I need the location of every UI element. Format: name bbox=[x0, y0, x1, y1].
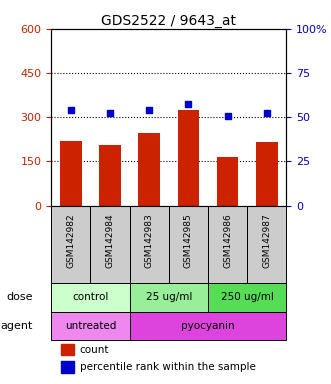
Bar bbox=[217, 157, 238, 205]
Point bbox=[186, 101, 191, 107]
Bar bbox=[169, 205, 208, 283]
Bar bbox=[51, 205, 90, 283]
Bar bbox=[90, 205, 130, 283]
Bar bbox=[208, 283, 286, 312]
Point bbox=[68, 107, 73, 113]
Bar bbox=[61, 344, 73, 356]
Text: untreated: untreated bbox=[65, 321, 116, 331]
Text: 25 ug/ml: 25 ug/ml bbox=[146, 292, 192, 302]
Text: percentile rank within the sample: percentile rank within the sample bbox=[79, 362, 256, 372]
Text: GSM142987: GSM142987 bbox=[262, 214, 271, 268]
Point bbox=[147, 107, 152, 113]
Bar bbox=[130, 283, 208, 312]
Text: GSM142985: GSM142985 bbox=[184, 214, 193, 268]
Text: GSM142986: GSM142986 bbox=[223, 214, 232, 268]
Text: count: count bbox=[79, 345, 109, 355]
Bar bbox=[51, 312, 130, 340]
Bar bbox=[208, 205, 247, 283]
Bar bbox=[130, 312, 286, 340]
Bar bbox=[130, 205, 169, 283]
Point bbox=[107, 110, 113, 116]
Bar bbox=[60, 141, 82, 205]
Text: agent: agent bbox=[0, 321, 32, 331]
Text: GSM142982: GSM142982 bbox=[67, 214, 75, 268]
Text: GSM142984: GSM142984 bbox=[106, 214, 115, 268]
Bar bbox=[178, 110, 199, 205]
Text: dose: dose bbox=[6, 292, 32, 302]
Point bbox=[264, 110, 269, 116]
Text: pyocyanin: pyocyanin bbox=[181, 321, 235, 331]
Point bbox=[225, 113, 230, 119]
Bar bbox=[247, 205, 286, 283]
Text: control: control bbox=[72, 292, 109, 302]
Text: 250 ug/ml: 250 ug/ml bbox=[221, 292, 274, 302]
Bar bbox=[138, 133, 160, 205]
Bar bbox=[61, 361, 73, 373]
Title: GDS2522 / 9643_at: GDS2522 / 9643_at bbox=[101, 14, 236, 28]
Bar bbox=[256, 142, 277, 205]
Bar bbox=[51, 283, 130, 312]
Text: GSM142983: GSM142983 bbox=[145, 214, 154, 268]
Bar bbox=[99, 145, 121, 205]
